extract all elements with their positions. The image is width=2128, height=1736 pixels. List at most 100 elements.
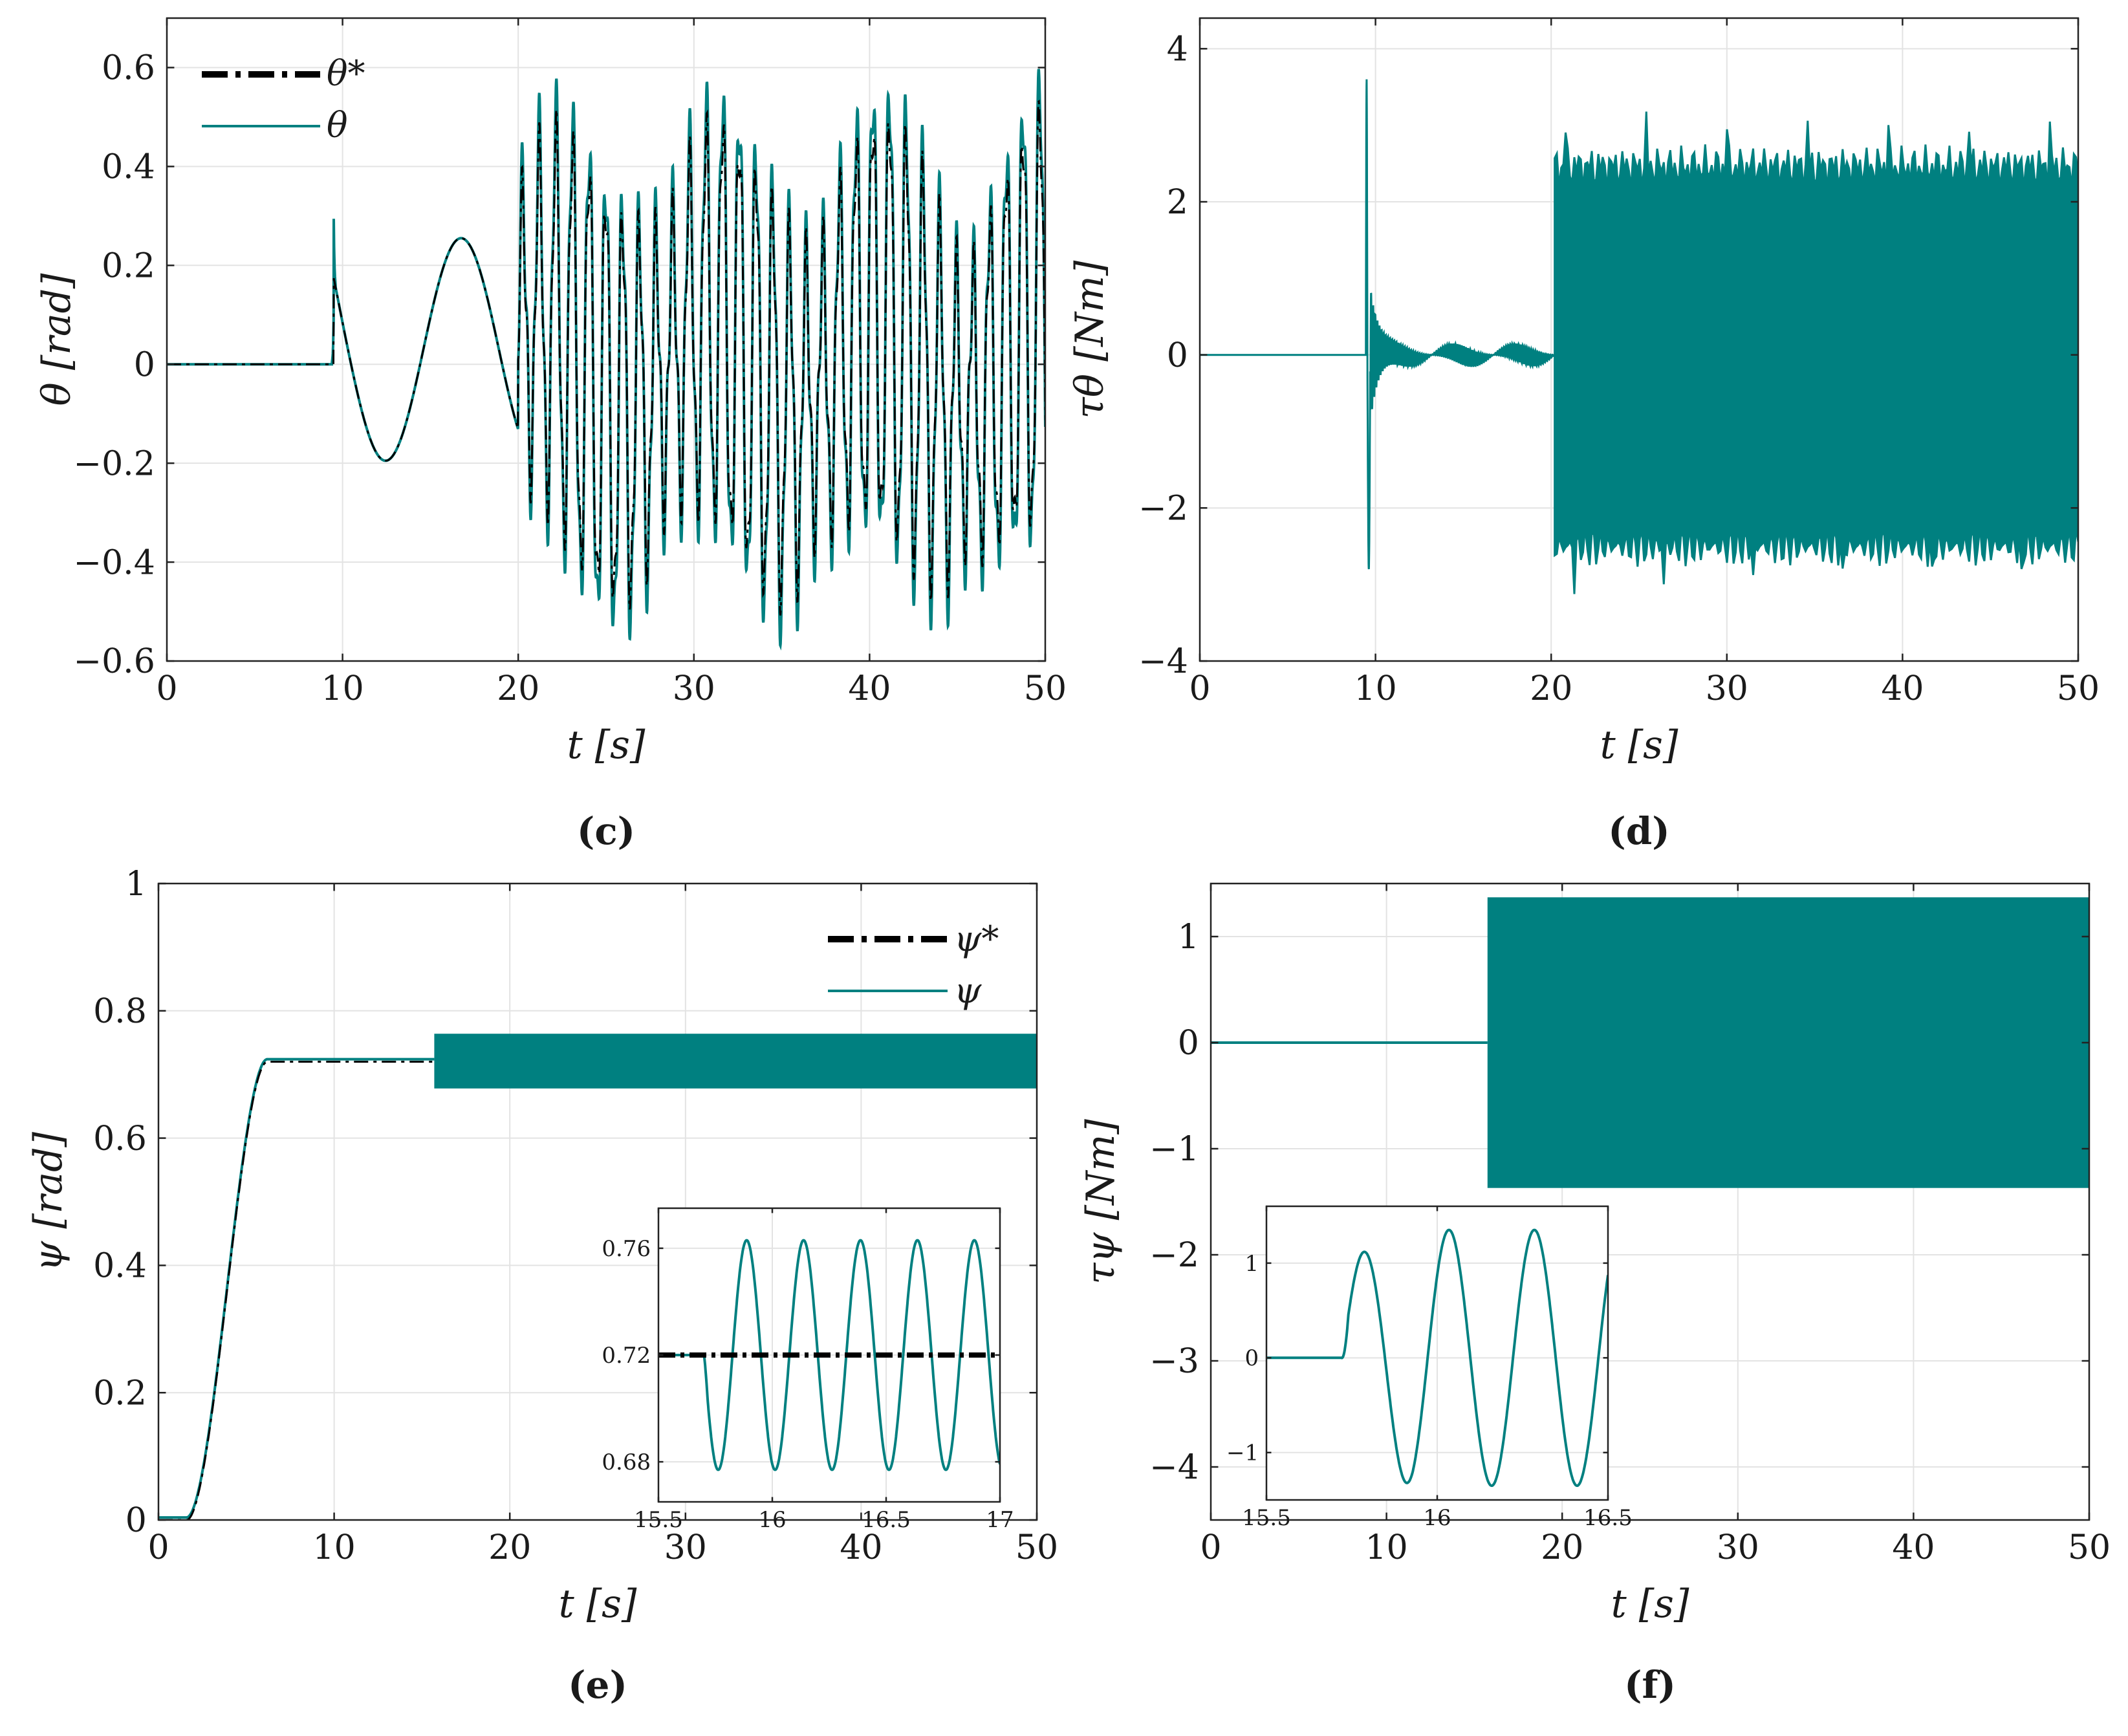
x-tick-label: 50 bbox=[2057, 669, 2100, 708]
y-axis-label: ψ [rad] bbox=[26, 1132, 71, 1272]
x-tick-label: 0 bbox=[147, 1528, 169, 1567]
x-tick-label: 30 bbox=[673, 669, 715, 708]
legend-label-theta: θ bbox=[327, 105, 348, 146]
y-tick-label: 1 bbox=[125, 865, 147, 904]
x-tick-label: 0 bbox=[1189, 669, 1210, 708]
y-tick-label: −0.2 bbox=[74, 444, 155, 483]
y-tick-label: 2 bbox=[1167, 183, 1188, 222]
series-group bbox=[658, 1239, 1000, 1471]
panel-c-theta-plot: 0 10 20 30 40 50 −0.6 −0.4 −0.2 0 0.2 0.4 0.6 t [s] θ … bbox=[34, 17, 1067, 853]
x-tick-label: 30 bbox=[1706, 669, 1748, 708]
y-tick-label: −1 bbox=[1149, 1130, 1199, 1169]
series-group bbox=[167, 69, 1045, 651]
legend-label-psi: ψ bbox=[954, 970, 982, 1011]
x-tick-label: 50 bbox=[1024, 669, 1067, 708]
x-tick-label: 0 bbox=[1200, 1528, 1221, 1567]
y-tick-label: −4 bbox=[1149, 1448, 1199, 1487]
y-tick-label: 4 bbox=[1167, 30, 1188, 69]
x-tick-label: 20 bbox=[488, 1528, 531, 1567]
y-tick-label: 0.8 bbox=[93, 992, 147, 1031]
y-tick-label: 0.72 bbox=[602, 1343, 651, 1369]
inset-psi-line bbox=[658, 1239, 1000, 1471]
x-tick-label: 10 bbox=[313, 1528, 356, 1567]
psi-oscillation-band bbox=[434, 1034, 1037, 1089]
y-tick-label: 0.76 bbox=[602, 1236, 651, 1262]
x-tick-label: 15.5 bbox=[634, 1507, 683, 1533]
y-tick-label: 0.4 bbox=[93, 1247, 147, 1286]
y-axis-label: τθ [Nm] bbox=[1067, 260, 1113, 418]
subfigure-caption: (d) bbox=[1608, 809, 1669, 853]
panel-e-psi-plot: 0 10 20 30 40 50 0 0.2 0.4 0.6 0.8 1 t [s] ψ [rad] (e)… bbox=[26, 865, 1058, 1707]
x-tick-label: 10 bbox=[1365, 1528, 1408, 1567]
x-tick-label: 40 bbox=[1881, 669, 1924, 708]
y-tick-label: 0 bbox=[1167, 336, 1188, 375]
y-axis-label: τψ [Nm] bbox=[1078, 1119, 1124, 1285]
tau-psi-zoom-inset: 15.5 16 16.5 −1 0 1 bbox=[1226, 1205, 1633, 1531]
axes-frame bbox=[1210, 882, 2090, 1521]
x-tick-label: 15.5 bbox=[1242, 1505, 1291, 1531]
x-tick-label: 50 bbox=[1015, 1528, 1058, 1567]
axes-frame bbox=[1199, 17, 2079, 662]
legend-label-psi-ref: ψ* bbox=[954, 918, 999, 959]
inset-tau-psi-line bbox=[1266, 1228, 1608, 1487]
axes-frame bbox=[166, 17, 1047, 662]
y-tick-label: 0 bbox=[1244, 1345, 1259, 1371]
x-tick-label: 16 bbox=[1423, 1505, 1451, 1531]
x-tick-label: 0 bbox=[156, 669, 177, 708]
y-tick-label: −2 bbox=[1149, 1236, 1199, 1275]
y-tick-label: 0.2 bbox=[102, 247, 155, 286]
x-tick-label: 16.5 bbox=[1583, 1505, 1633, 1531]
series-group bbox=[1211, 897, 2089, 1188]
x-tick-label: 16 bbox=[758, 1507, 786, 1533]
y-tick-label: 0.4 bbox=[102, 148, 155, 187]
y-tick-label: 0 bbox=[125, 1501, 147, 1540]
x-tick-label: 30 bbox=[1717, 1528, 1759, 1567]
legend-label-theta-ref: θ* bbox=[327, 53, 365, 94]
tau-theta-oscillation-band bbox=[1554, 111, 2078, 594]
subfigure-caption: (e) bbox=[568, 1663, 627, 1707]
y-tick-label: 0 bbox=[1178, 1024, 1199, 1063]
y-tick-label: −0.4 bbox=[74, 543, 155, 582]
y-tick-label: −2 bbox=[1138, 490, 1188, 528]
subfigure-caption: (f) bbox=[1624, 1663, 1676, 1707]
x-tick-label: 30 bbox=[664, 1528, 707, 1567]
y-tick-label: −1 bbox=[1226, 1440, 1259, 1466]
tau-theta-line bbox=[1200, 79, 1556, 570]
x-tick-label: 40 bbox=[840, 1528, 882, 1567]
x-tick-label: 17 bbox=[986, 1507, 1014, 1533]
psi-zoom-inset: 15.5 16 16.5 17 0.68 0.72 0.76 bbox=[602, 1207, 1014, 1533]
series-group bbox=[1200, 79, 2078, 594]
x-tick-label: 10 bbox=[321, 669, 364, 708]
tau-psi-oscillation-band bbox=[1487, 897, 2089, 1188]
x-tick-label: 20 bbox=[497, 669, 539, 708]
y-tick-label: 0.68 bbox=[602, 1449, 651, 1475]
series-group bbox=[158, 1034, 1037, 1520]
x-tick-label: 40 bbox=[1892, 1528, 1935, 1567]
y-tick-label: 1 bbox=[1244, 1251, 1259, 1277]
axes-frame bbox=[157, 882, 1038, 1521]
x-tick-label: 16.5 bbox=[862, 1507, 911, 1533]
x-axis-label: t [s] bbox=[567, 722, 646, 768]
y-tick-label: 0 bbox=[134, 345, 155, 384]
y-tick-label: −3 bbox=[1149, 1342, 1199, 1381]
x-tick-label: 10 bbox=[1354, 669, 1397, 708]
series-group bbox=[1266, 1228, 1608, 1487]
subfigure-caption: (c) bbox=[577, 809, 635, 853]
y-tick-label: 0.6 bbox=[93, 1120, 147, 1158]
y-tick-label: −0.6 bbox=[74, 642, 155, 681]
y-tick-label: 1 bbox=[1178, 918, 1199, 957]
y-axis-label: θ [rad] bbox=[34, 273, 80, 406]
x-axis-label: t [s] bbox=[1600, 722, 1678, 768]
x-tick-label: 20 bbox=[1530, 669, 1572, 708]
y-tick-label: 0.6 bbox=[102, 49, 155, 88]
x-axis-label: t [s] bbox=[1611, 1581, 1689, 1627]
x-tick-label: 20 bbox=[1541, 1528, 1583, 1567]
y-tick-label: 0.2 bbox=[93, 1374, 147, 1413]
x-tick-label: 40 bbox=[848, 669, 891, 708]
theta-ref-line bbox=[167, 99, 1045, 616]
x-axis-label: t [s] bbox=[559, 1581, 637, 1627]
x-tick-label: 50 bbox=[2068, 1528, 2111, 1567]
psi-ref-line bbox=[158, 1061, 435, 1520]
